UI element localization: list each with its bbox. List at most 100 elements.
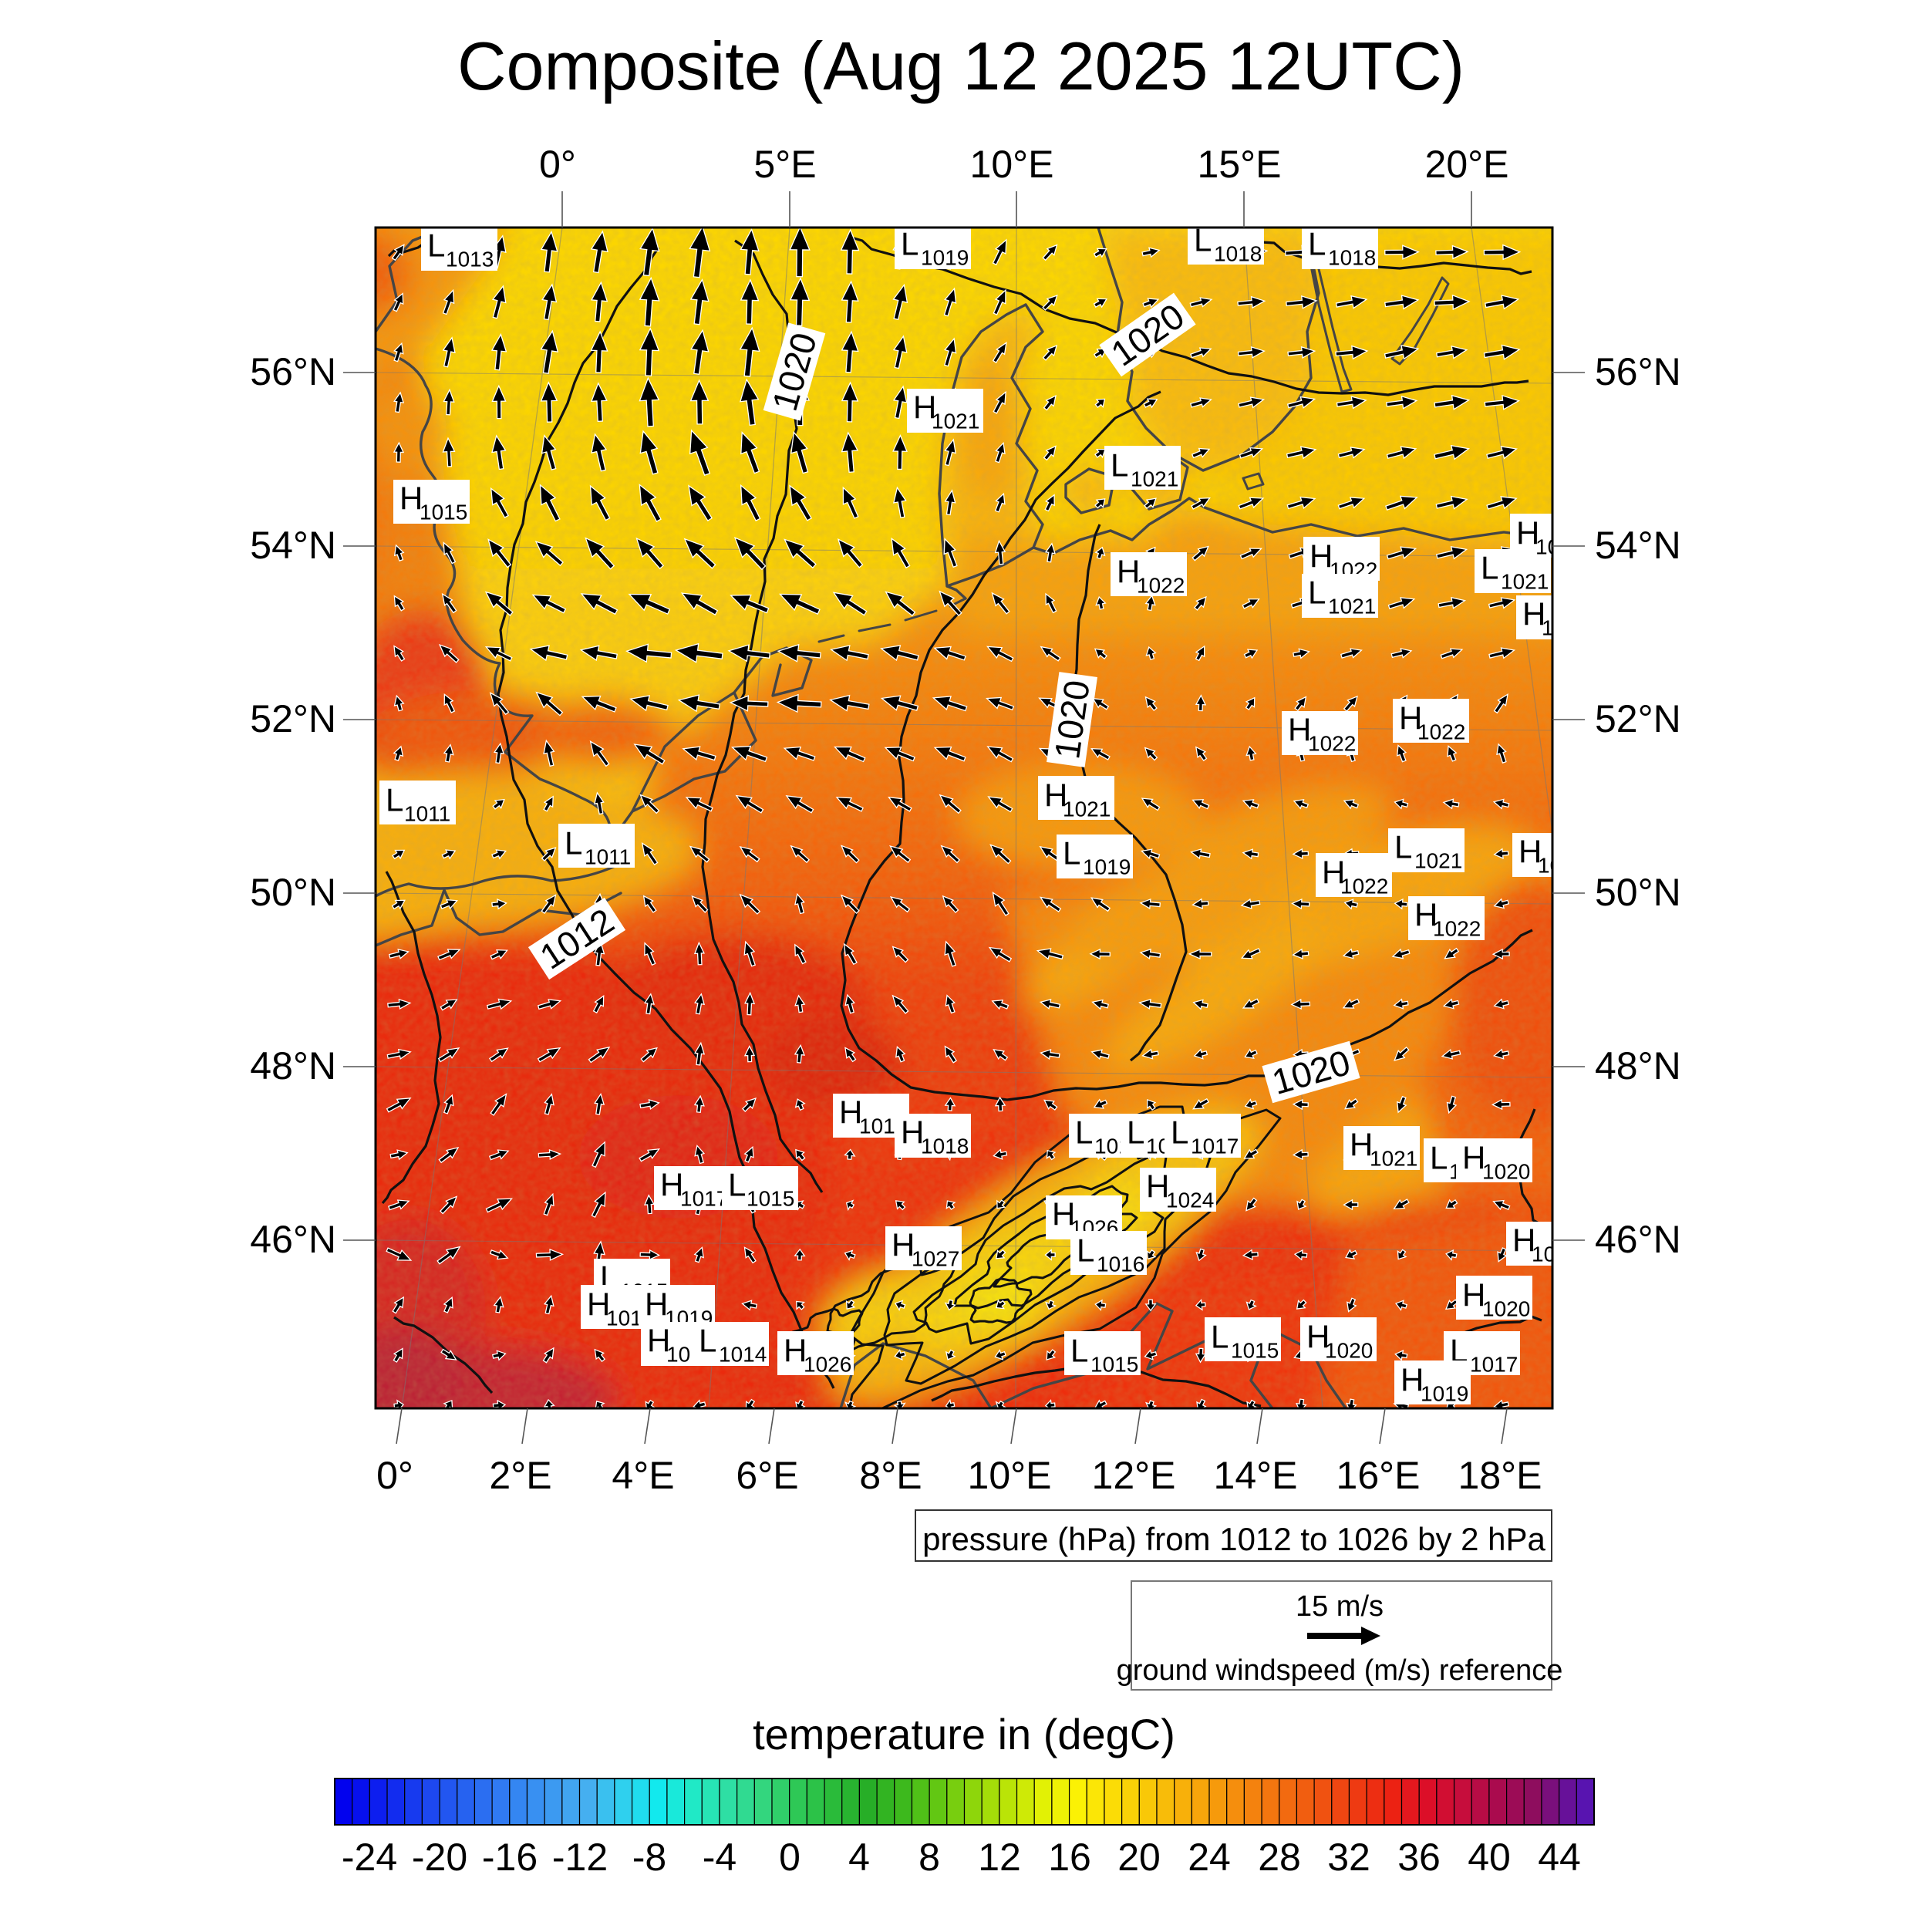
svg-text:1020: 1020 bbox=[1325, 1339, 1373, 1363]
svg-text:1018: 1018 bbox=[921, 1135, 969, 1158]
svg-text:10: 10 bbox=[1538, 854, 1562, 878]
svg-text:H: H bbox=[1516, 515, 1539, 551]
svg-text:12°E: 12°E bbox=[1092, 1454, 1176, 1497]
svg-text:46°N: 46°N bbox=[250, 1218, 336, 1261]
svg-text:L: L bbox=[1063, 835, 1080, 872]
svg-text:H: H bbox=[1146, 1168, 1169, 1205]
svg-text:H: H bbox=[1518, 834, 1542, 870]
svg-text:L: L bbox=[386, 782, 403, 818]
svg-text:H: H bbox=[647, 1323, 670, 1359]
svg-text:8°E: 8°E bbox=[859, 1454, 922, 1497]
svg-text:H: H bbox=[913, 389, 936, 426]
svg-text:L: L bbox=[728, 1167, 746, 1203]
svg-text:Composite (Aug 12 2025 12UTC): Composite (Aug 12 2025 12UTC) bbox=[457, 28, 1465, 104]
svg-text:5°E: 5°E bbox=[753, 143, 816, 186]
svg-text:H: H bbox=[901, 1114, 924, 1151]
svg-text:102: 102 bbox=[1535, 535, 1572, 559]
svg-text:36: 36 bbox=[1397, 1836, 1441, 1879]
svg-text:L: L bbox=[1075, 1114, 1093, 1151]
svg-text:1021: 1021 bbox=[1501, 570, 1549, 594]
svg-text:56°N: 56°N bbox=[250, 350, 336, 393]
svg-text:0: 0 bbox=[779, 1836, 801, 1879]
svg-text:52°N: 52°N bbox=[250, 697, 336, 740]
svg-text:L: L bbox=[1070, 1333, 1088, 1369]
svg-text:ground windspeed (m/s) referen: ground windspeed (m/s) reference bbox=[1117, 1654, 1563, 1687]
svg-text:1011: 1011 bbox=[404, 802, 450, 826]
svg-text:50°N: 50°N bbox=[1595, 871, 1681, 914]
svg-text:20°E: 20°E bbox=[1425, 143, 1509, 186]
svg-text:L: L bbox=[1308, 575, 1326, 611]
svg-text:L: L bbox=[565, 825, 582, 861]
svg-text:46°N: 46°N bbox=[1595, 1218, 1681, 1261]
svg-text:16: 16 bbox=[1048, 1836, 1091, 1879]
svg-text:H: H bbox=[1288, 712, 1311, 748]
svg-text:12: 12 bbox=[978, 1836, 1021, 1879]
svg-text:14°E: 14°E bbox=[1214, 1454, 1298, 1497]
svg-text:15°E: 15°E bbox=[1198, 143, 1282, 186]
svg-text:L: L bbox=[1171, 1114, 1188, 1151]
svg-text:-24: -24 bbox=[342, 1836, 397, 1879]
svg-text:L: L bbox=[1127, 1114, 1144, 1151]
svg-text:32: 32 bbox=[1327, 1836, 1370, 1879]
svg-text:1013: 1013 bbox=[446, 248, 494, 271]
svg-text:L: L bbox=[1111, 447, 1128, 484]
svg-text:10: 10 bbox=[666, 1343, 690, 1367]
svg-text:1015: 1015 bbox=[1090, 1353, 1138, 1377]
svg-text:1024: 1024 bbox=[1166, 1189, 1214, 1212]
svg-text:20: 20 bbox=[1117, 1836, 1161, 1879]
svg-text:1019: 1019 bbox=[921, 246, 969, 270]
svg-text:1018: 1018 bbox=[1214, 242, 1262, 266]
svg-text:50°N: 50°N bbox=[250, 871, 336, 914]
svg-text:H: H bbox=[784, 1333, 807, 1369]
svg-text:L: L bbox=[1430, 1140, 1448, 1176]
svg-text:40: 40 bbox=[1468, 1836, 1511, 1879]
svg-text:temperature in (degC): temperature in (degC) bbox=[753, 1710, 1175, 1758]
svg-text:1019: 1019 bbox=[1421, 1382, 1468, 1406]
svg-text:48°N: 48°N bbox=[1595, 1044, 1681, 1087]
svg-text:L: L bbox=[901, 226, 918, 262]
svg-text:H: H bbox=[1462, 1140, 1485, 1176]
svg-text:1021: 1021 bbox=[1063, 797, 1111, 821]
svg-text:1022: 1022 bbox=[1340, 875, 1388, 899]
svg-text:56°N: 56°N bbox=[1595, 350, 1681, 393]
svg-text:1022: 1022 bbox=[1417, 720, 1465, 744]
svg-text:1022: 1022 bbox=[1137, 574, 1185, 598]
svg-text:0°: 0° bbox=[539, 143, 576, 186]
svg-text:H: H bbox=[1309, 538, 1333, 575]
svg-text:4°E: 4°E bbox=[612, 1454, 674, 1497]
svg-text:-16: -16 bbox=[482, 1836, 538, 1879]
svg-text:28: 28 bbox=[1258, 1836, 1301, 1879]
svg-text:L: L bbox=[1194, 222, 1212, 258]
svg-text:L: L bbox=[1481, 550, 1498, 586]
svg-text:15 m/s: 15 m/s bbox=[1296, 1590, 1384, 1623]
svg-text:L: L bbox=[1450, 1333, 1468, 1369]
svg-text:1026: 1026 bbox=[804, 1353, 851, 1377]
svg-text:H: H bbox=[1414, 897, 1438, 933]
svg-text:10°E: 10°E bbox=[970, 143, 1054, 186]
svg-text:1016: 1016 bbox=[1097, 1253, 1144, 1276]
svg-text:48°N: 48°N bbox=[250, 1044, 336, 1087]
svg-text:pressure (hPa) from 1012 to 10: pressure (hPa) from 1012 to 1026 by 2 hP… bbox=[922, 1521, 1545, 1557]
svg-text:H: H bbox=[1522, 596, 1545, 632]
svg-text:1021: 1021 bbox=[1328, 595, 1376, 619]
svg-text:H: H bbox=[892, 1227, 915, 1263]
svg-text:10°E: 10°E bbox=[968, 1454, 1052, 1497]
svg-text:8: 8 bbox=[918, 1836, 940, 1879]
svg-text:H: H bbox=[1350, 1127, 1373, 1163]
svg-text:H: H bbox=[1044, 777, 1067, 814]
svg-text:1020: 1020 bbox=[1482, 1297, 1530, 1321]
svg-text:1020: 1020 bbox=[1482, 1160, 1530, 1184]
svg-text:52°N: 52°N bbox=[1595, 697, 1681, 740]
svg-text:1015: 1015 bbox=[1231, 1339, 1279, 1363]
svg-text:-4: -4 bbox=[703, 1836, 736, 1879]
svg-text:L: L bbox=[427, 228, 445, 264]
svg-text:1027: 1027 bbox=[912, 1247, 959, 1271]
svg-text:H: H bbox=[587, 1286, 610, 1323]
svg-text:18°E: 18°E bbox=[1458, 1454, 1542, 1497]
svg-text:1021: 1021 bbox=[1131, 467, 1178, 491]
svg-text:H: H bbox=[1400, 1362, 1424, 1398]
svg-text:1021: 1021 bbox=[1370, 1147, 1417, 1171]
svg-text:1011: 1011 bbox=[585, 845, 631, 869]
svg-text:H: H bbox=[399, 480, 423, 517]
svg-text:L: L bbox=[1211, 1319, 1229, 1355]
